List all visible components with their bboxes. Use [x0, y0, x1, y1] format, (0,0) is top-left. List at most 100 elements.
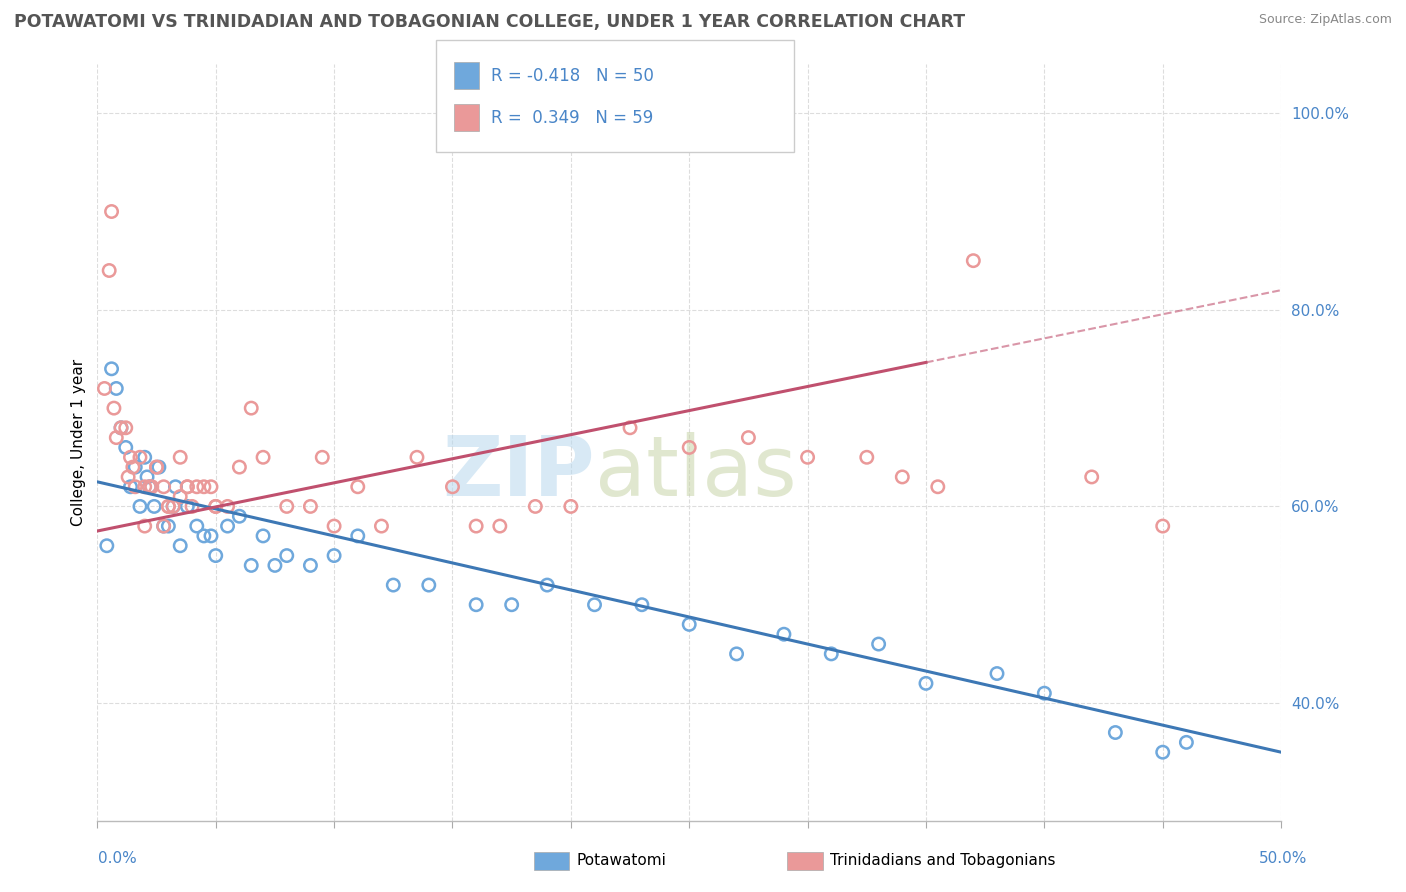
Point — [631, 598, 654, 612]
Point — [152, 519, 174, 533]
Text: R = -0.418   N = 50: R = -0.418 N = 50 — [491, 67, 654, 85]
Point — [773, 627, 796, 641]
Point — [962, 253, 984, 268]
Point — [134, 480, 156, 494]
Point — [100, 204, 122, 219]
Point — [152, 480, 174, 494]
Text: Source: ZipAtlas.com: Source: ZipAtlas.com — [1258, 13, 1392, 27]
Point — [129, 450, 152, 465]
Point — [323, 549, 346, 563]
Point — [105, 431, 128, 445]
Point — [152, 519, 174, 533]
Point — [114, 421, 136, 435]
Point — [299, 558, 322, 573]
Point — [1152, 745, 1174, 759]
Point — [129, 500, 152, 514]
Point — [176, 500, 198, 514]
Text: POTAWATOMI VS TRINIDADIAN AND TOBAGONIAN COLLEGE, UNDER 1 YEAR CORRELATION CHART: POTAWATOMI VS TRINIDADIAN AND TOBAGONIAN… — [14, 13, 965, 31]
Y-axis label: College, Under 1 year: College, Under 1 year — [72, 359, 86, 526]
Point — [1104, 725, 1126, 739]
Point — [121, 460, 143, 475]
Point — [240, 558, 263, 573]
Point — [619, 421, 641, 435]
Point — [796, 450, 818, 465]
Point — [311, 450, 333, 465]
Point — [145, 460, 167, 475]
Point — [124, 460, 146, 475]
Point — [891, 470, 914, 484]
Point — [418, 578, 440, 592]
Point — [138, 480, 160, 494]
Point — [200, 529, 222, 543]
Point — [143, 500, 166, 514]
Point — [382, 578, 405, 592]
Point — [157, 519, 180, 533]
Point — [114, 441, 136, 455]
Text: 50.0%: 50.0% — [1260, 851, 1308, 865]
Point — [488, 519, 510, 533]
Point — [737, 431, 759, 445]
Point — [162, 500, 184, 514]
Point — [868, 637, 890, 651]
Point — [134, 450, 156, 465]
Point — [169, 490, 191, 504]
Text: ZIP: ZIP — [441, 433, 595, 513]
Point — [134, 519, 156, 533]
Point — [252, 450, 274, 465]
Point — [583, 598, 606, 612]
Point — [186, 480, 208, 494]
Point — [1175, 735, 1198, 749]
Point — [678, 441, 700, 455]
Point — [157, 500, 180, 514]
Point — [217, 519, 239, 533]
Point — [157, 500, 180, 514]
Point — [204, 500, 226, 514]
Point — [165, 480, 187, 494]
Point — [204, 500, 226, 514]
Point — [217, 500, 239, 514]
Text: Potawatomi: Potawatomi — [576, 854, 666, 868]
Point — [145, 460, 167, 475]
Point — [725, 647, 748, 661]
Point — [524, 500, 547, 514]
Text: Trinidadians and Tobagonians: Trinidadians and Tobagonians — [830, 854, 1054, 868]
Point — [1033, 686, 1056, 700]
Point — [465, 598, 488, 612]
Point — [193, 480, 215, 494]
Point — [1152, 519, 1174, 533]
Text: atlas: atlas — [595, 433, 796, 513]
Point — [820, 647, 842, 661]
Point — [176, 480, 198, 494]
Point — [120, 450, 142, 465]
Point — [93, 381, 115, 395]
Point — [323, 519, 346, 533]
Point — [181, 500, 204, 514]
Point — [138, 480, 160, 494]
Point — [228, 509, 250, 524]
Point — [169, 450, 191, 465]
Point — [162, 500, 184, 514]
Point — [501, 598, 523, 612]
Point — [855, 450, 877, 465]
Point — [346, 529, 368, 543]
Point — [240, 401, 263, 416]
Point — [252, 529, 274, 543]
Point — [117, 470, 139, 484]
Point — [678, 617, 700, 632]
Point — [200, 480, 222, 494]
Point — [141, 480, 163, 494]
Point — [406, 450, 429, 465]
Point — [176, 480, 198, 494]
Point — [110, 421, 132, 435]
Point — [276, 500, 298, 514]
Point — [560, 500, 582, 514]
Point — [276, 549, 298, 563]
Point — [98, 263, 121, 277]
Text: R =  0.349   N = 59: R = 0.349 N = 59 — [491, 109, 652, 127]
Point — [264, 558, 287, 573]
Point — [1080, 470, 1102, 484]
Point — [186, 519, 208, 533]
Point — [96, 539, 118, 553]
Point — [204, 549, 226, 563]
Point — [100, 361, 122, 376]
